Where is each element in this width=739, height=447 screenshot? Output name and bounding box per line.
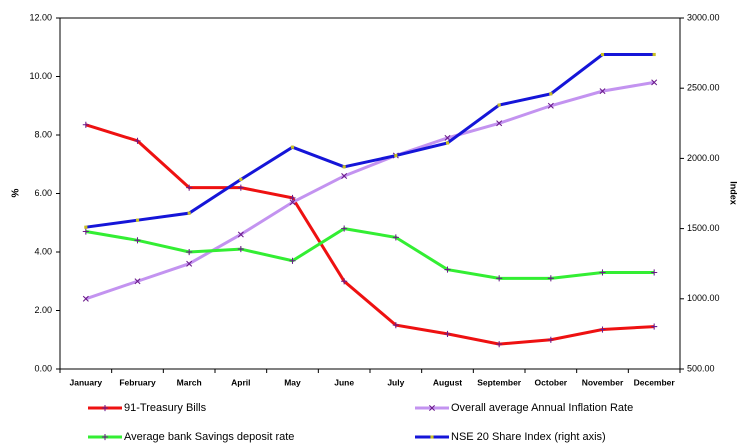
legend-label: Overall average Annual Inflation Rate xyxy=(451,402,633,414)
y2-tick-label: 1500.00 xyxy=(687,223,720,233)
y2-tick-label: 1000.00 xyxy=(687,293,720,303)
legend-label: NSE 20 Share Index (right axis) xyxy=(451,431,606,443)
series-line xyxy=(82,79,658,302)
plot-frame xyxy=(59,17,681,370)
y-tick-label: 8.00 xyxy=(34,129,52,139)
x-tick-label: February xyxy=(119,377,156,387)
y-tick-label: 12.00 xyxy=(29,12,52,22)
x-tick-label: July xyxy=(387,377,404,387)
y2-tick-label: 2000.00 xyxy=(687,153,720,163)
x-tick-label: November xyxy=(582,377,624,387)
x-tick-label: December xyxy=(634,377,676,387)
x-tick-label: March xyxy=(177,377,202,387)
y-tick-label: 10.00 xyxy=(29,71,52,81)
legend-label: Average bank Savings deposit rate xyxy=(124,431,294,443)
x-tick-label: January xyxy=(70,377,103,387)
series-line xyxy=(84,52,656,229)
y2-tick-label: 2500.00 xyxy=(687,83,720,93)
y2-tick-label: 500.00 xyxy=(687,363,715,373)
y-tick-label: 2.00 xyxy=(34,305,52,315)
y-tick-label: 0.00 xyxy=(34,363,52,373)
x-tick-label: April xyxy=(231,377,250,387)
series-line xyxy=(82,225,658,282)
x-tick-label: August xyxy=(433,377,462,387)
y-tick-label: 4.00 xyxy=(34,246,52,256)
x-tick-label: June xyxy=(334,377,354,387)
y2-axis-label: Index xyxy=(729,181,739,205)
y-axis-label: % xyxy=(11,188,22,197)
x-tick-label: October xyxy=(535,377,568,387)
y-tick-label: 6.00 xyxy=(34,188,52,198)
x-tick-label: May xyxy=(284,377,301,387)
legend-label: 91-Treasury Bills xyxy=(124,402,207,414)
y2-tick-label: 3000.00 xyxy=(687,12,720,22)
x-tick-label: September xyxy=(477,377,522,387)
